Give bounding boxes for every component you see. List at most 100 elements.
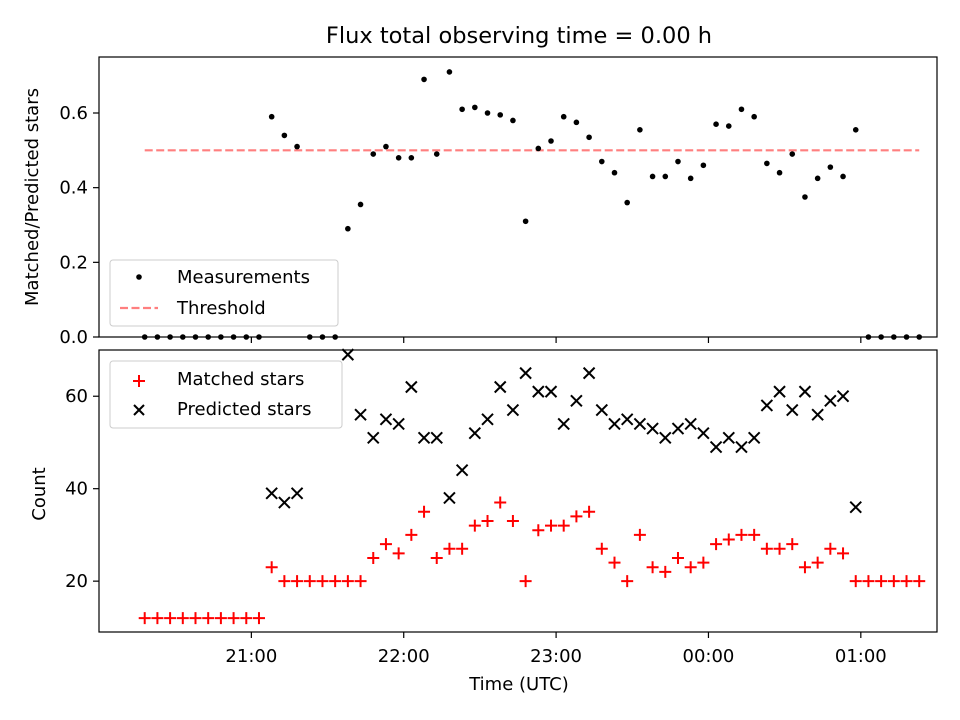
top-axes-frame bbox=[98, 56, 938, 338]
measurement-point bbox=[535, 145, 542, 152]
x-tick-label: 22:00 bbox=[378, 646, 430, 667]
measurement-point bbox=[332, 334, 338, 340]
predicted-star-point bbox=[481, 413, 494, 426]
bottom-marks bbox=[138, 348, 926, 625]
measurement-point bbox=[446, 69, 453, 75]
measurement-point bbox=[180, 334, 186, 340]
matched-star-point bbox=[773, 542, 786, 555]
legend-measurements-marker bbox=[136, 274, 142, 280]
top-y-tick-label: 0.4 bbox=[59, 178, 88, 199]
predicted-star-point bbox=[824, 394, 837, 408]
matched-star-point bbox=[214, 612, 227, 625]
matched-star-point bbox=[506, 515, 519, 528]
predicted-star-point bbox=[468, 427, 482, 440]
matched-star-point bbox=[671, 552, 684, 565]
measurement-point bbox=[725, 123, 732, 129]
predicted-star-point bbox=[544, 385, 558, 398]
measurement-point bbox=[459, 106, 465, 113]
predicted-star-point bbox=[735, 440, 748, 454]
matched-star-point bbox=[811, 556, 824, 569]
measurement-point bbox=[776, 169, 783, 176]
matched-star-point bbox=[303, 575, 316, 588]
matched-star-point bbox=[786, 538, 799, 551]
measurement-point bbox=[167, 334, 173, 340]
matched-star-point bbox=[887, 575, 900, 588]
legend-predicted-label: Predicted stars bbox=[177, 399, 311, 420]
matched-star-point bbox=[900, 575, 913, 588]
predicted-star-point bbox=[798, 385, 812, 398]
predicted-star-point bbox=[684, 417, 697, 431]
measurement-point bbox=[764, 160, 770, 167]
matched-star-point bbox=[151, 612, 164, 625]
measurement-point bbox=[903, 334, 910, 340]
measurement-point bbox=[383, 143, 389, 150]
measurement-point bbox=[865, 334, 872, 340]
matched-star-point bbox=[824, 542, 837, 555]
measurement-point bbox=[205, 334, 211, 340]
measurement-point bbox=[230, 334, 237, 340]
bottom-y-axis-label: Count bbox=[29, 467, 50, 520]
top-y-tick-label: 0.6 bbox=[59, 103, 88, 124]
measurement-point bbox=[370, 151, 377, 157]
top-y-tick-label: 0.2 bbox=[59, 252, 88, 273]
predicted-star-point bbox=[494, 380, 507, 394]
legend-predicted-marker bbox=[133, 404, 145, 416]
measurement-point bbox=[662, 173, 669, 180]
bottom-panel: 20 40 60 21:00 22:00 23:00 00:00 01:00 Count T… bbox=[29, 348, 938, 695]
measurement-point bbox=[649, 173, 656, 180]
matched-star-point bbox=[913, 575, 926, 588]
x-axis-label: Time (UTC) bbox=[468, 674, 569, 695]
predicted-star-point bbox=[265, 487, 278, 500]
legend-threshold-label: Threshold bbox=[176, 298, 266, 319]
matched-star-point bbox=[456, 542, 469, 555]
matched-star-point bbox=[608, 556, 621, 569]
bottom-y-tick-label: 20 bbox=[65, 571, 88, 592]
matched-star-point bbox=[329, 575, 342, 588]
top-x-ticks bbox=[250, 337, 862, 343]
predicted-star-point bbox=[747, 431, 761, 445]
predicted-star-point bbox=[367, 431, 380, 445]
predicted-star-point bbox=[379, 413, 393, 426]
top-panel: 0.0 0.2 0.4 0.6 Matched/Predicted stars Mea… bbox=[22, 56, 938, 348]
matched-star-point bbox=[837, 547, 850, 560]
predicted-star-point bbox=[811, 408, 824, 421]
matched-star-point bbox=[392, 547, 405, 560]
matched-star-point bbox=[202, 612, 215, 625]
measurement-point bbox=[395, 155, 402, 161]
measurement-point bbox=[243, 334, 250, 340]
measurement-point bbox=[687, 175, 694, 182]
matched-star-point bbox=[354, 575, 367, 588]
matched-star-point bbox=[557, 519, 570, 532]
x-tick-label: 01:00 bbox=[835, 646, 887, 667]
matched-star-point bbox=[418, 505, 431, 518]
measurement-point bbox=[751, 113, 757, 120]
matched-star-point bbox=[583, 505, 596, 518]
predicted-star-point bbox=[773, 385, 786, 398]
measurement-point bbox=[433, 151, 440, 157]
legend-matched-marker bbox=[133, 375, 145, 387]
measurement-point bbox=[840, 173, 846, 180]
measurement-point bbox=[141, 334, 148, 340]
bottom-legend-box bbox=[109, 360, 343, 429]
predicted-star-point bbox=[582, 366, 596, 380]
measurement-point bbox=[624, 199, 630, 206]
bottom-y-tick-label: 60 bbox=[65, 386, 88, 407]
predicted-star-point bbox=[570, 394, 583, 408]
measurement-point bbox=[497, 112, 504, 118]
measurement-point bbox=[408, 155, 415, 161]
measurement-point bbox=[599, 158, 605, 165]
measurement-point bbox=[484, 110, 491, 116]
matched-star-point bbox=[748, 528, 761, 541]
bottom-legend: Matched stars Predicted stars bbox=[109, 360, 343, 429]
predicted-star-point bbox=[455, 463, 469, 477]
predicted-star-point bbox=[697, 427, 710, 440]
matched-star-point bbox=[189, 612, 202, 625]
measurement-point bbox=[306, 334, 313, 340]
matched-star-point bbox=[430, 552, 443, 565]
matched-star-point bbox=[494, 496, 507, 509]
measurement-point bbox=[218, 334, 224, 340]
matched-star-point bbox=[164, 612, 177, 625]
measurement-point bbox=[827, 164, 834, 170]
bottom-axes-frame bbox=[98, 349, 938, 633]
